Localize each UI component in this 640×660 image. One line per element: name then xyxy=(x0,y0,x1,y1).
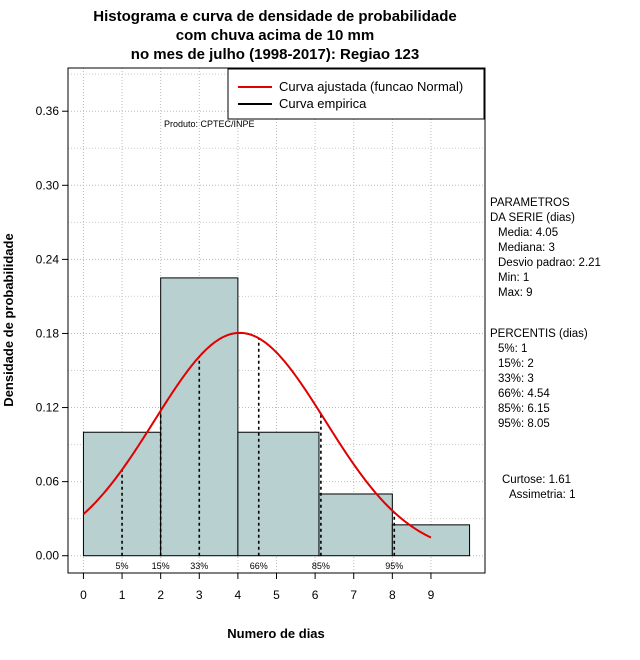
percentile-label: 85% xyxy=(312,561,330,571)
parametro-media: Media: 4.05 xyxy=(498,227,559,239)
x-tick-label: 9 xyxy=(428,588,435,602)
y-tick-label: 0.12 xyxy=(36,401,60,415)
x-tick-label: 4 xyxy=(235,588,242,602)
chart-title-line: no mes de julho (1998-2017): Regiao 123 xyxy=(131,46,419,63)
legend-empirical-label: Curva empirica xyxy=(279,96,367,111)
parametro-min: Min: 1 xyxy=(498,272,530,284)
x-tick-label: 2 xyxy=(157,588,164,602)
y-tick-label: 0.24 xyxy=(36,252,60,266)
y-tick-label: 0.06 xyxy=(36,475,60,489)
normal-curve-line xyxy=(82,331,432,539)
x-tick-label: 6 xyxy=(312,588,319,602)
percentil-33: 33%: 3 xyxy=(498,373,534,385)
x-tick-label: 7 xyxy=(350,588,357,602)
x-tick-label: 0 xyxy=(80,588,87,602)
curtose-value: Curtose: 1.61 xyxy=(502,474,572,486)
legend-normal-label: Curva ajustada (funcao Normal) xyxy=(279,79,463,94)
percentile-label: 5% xyxy=(116,561,129,571)
percentis-title: PERCENTIS (dias) xyxy=(490,328,588,340)
product-label: Produto: CPTEC/INPE xyxy=(164,119,255,129)
parametro-max: Max: 9 xyxy=(498,287,533,299)
percentil-85: 85%: 6.15 xyxy=(498,403,550,415)
histogram-bar xyxy=(237,431,320,557)
histogram-bar xyxy=(391,524,471,557)
legend-box xyxy=(227,68,485,120)
percentile-label: 95% xyxy=(385,561,403,571)
percentil-15: 15%: 2 xyxy=(498,358,534,370)
y-tick-label: 0.30 xyxy=(36,178,60,192)
parametros-title: PARAMETROS DA SERIE (dias) xyxy=(490,197,575,224)
percentile-label: 66% xyxy=(250,561,268,571)
x-tick-label: 5 xyxy=(273,588,280,602)
percentile-label: 15% xyxy=(152,561,170,571)
percentil-66: 66%: 4.54 xyxy=(498,388,550,400)
x-axis-label: Numero de dias xyxy=(227,626,325,641)
assimetria-value: Assimetria: 1 xyxy=(509,489,576,501)
y-tick-label: 0.36 xyxy=(36,104,60,118)
y-tick-label: 0.00 xyxy=(36,549,60,563)
chart-title-line: com chuva acima de 10 mm xyxy=(176,27,374,44)
percentil-5: 5%: 1 xyxy=(498,343,528,355)
y-axis-label: Densidade de probabilidade xyxy=(1,233,16,406)
parametro-mediana: Mediana: 3 xyxy=(498,242,555,254)
chart-title-line: Histograma e curva de densidade de proba… xyxy=(93,8,456,25)
x-tick-label: 8 xyxy=(389,588,396,602)
y-tick-label: 0.18 xyxy=(36,326,60,340)
percentil-95: 95%: 8.05 xyxy=(498,418,550,430)
x-tick-label: 1 xyxy=(119,588,126,602)
percentile-label: 33% xyxy=(190,561,208,571)
parametro-desvio: Desvio padrao: 2.21 xyxy=(498,257,601,269)
x-tick-label: 3 xyxy=(196,588,203,602)
histogram-bar xyxy=(318,493,393,557)
